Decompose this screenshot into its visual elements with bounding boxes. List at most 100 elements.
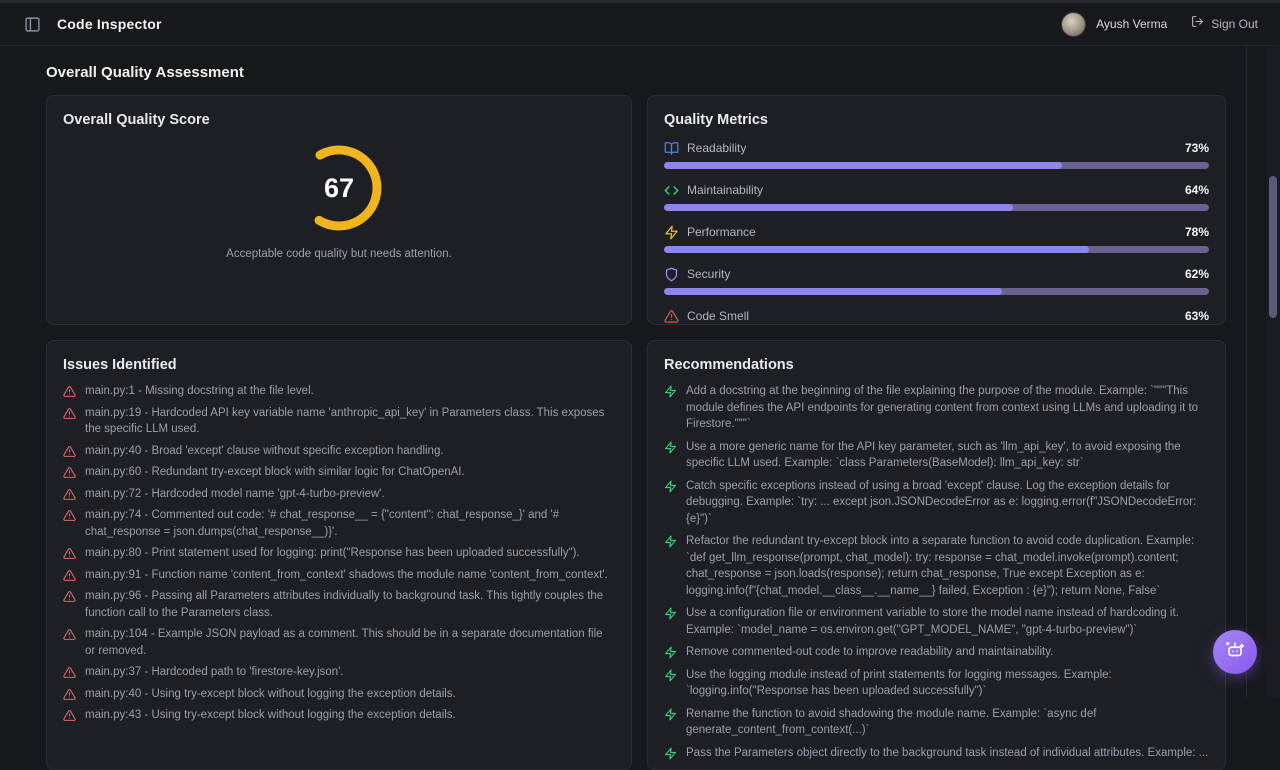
score-card-title: Overall Quality Score xyxy=(63,112,210,128)
quality-metrics-card: Quality Metrics Readability 73% xyxy=(647,95,1226,325)
app-title: Code Inspector xyxy=(57,16,162,32)
issue-text: main.py:40 - Broad 'except' clause witho… xyxy=(85,444,444,457)
zap-icon xyxy=(664,225,679,240)
page-scrollbar-track[interactable] xyxy=(1267,46,1280,698)
metric-row: Readability 73% xyxy=(664,140,1209,169)
zap-icon xyxy=(664,747,677,760)
alert-triangle-icon xyxy=(664,309,679,324)
gauge-svg xyxy=(296,145,382,231)
navbar: Code Inspector Ayush Verma Sign Out xyxy=(0,3,1280,46)
alert-triangle-icon xyxy=(63,569,76,582)
recommendation-text: Use the logging module instead of print … xyxy=(686,668,1112,698)
metric-row: Maintainability 64% xyxy=(664,182,1209,211)
issue-item: main.py:80 - Print statement used for lo… xyxy=(63,545,615,562)
issue-text: main.py:19 - Hardcoded API key variable … xyxy=(85,406,605,436)
metric-row: Performance 78% xyxy=(664,224,1209,253)
alert-triangle-icon xyxy=(63,385,76,398)
issue-text: main.py:74 - Commented out code: '# chat… xyxy=(85,509,560,538)
alert-triangle-icon xyxy=(63,407,76,420)
overall-quality-score-card: Overall Quality Score 67 Acceptable code… xyxy=(46,95,632,325)
issue-item: main.py:60 - Redundant try-except block … xyxy=(63,464,615,481)
issue-item: main.py:40 - Broad 'except' clause witho… xyxy=(63,443,615,460)
metric-bar-track xyxy=(664,204,1209,211)
assistant-fab-button[interactable] xyxy=(1213,630,1257,674)
issue-item: main.py:37 - Hardcoded path to 'firestor… xyxy=(63,664,615,681)
issue-item: main.py:72 - Hardcoded model name 'gpt-4… xyxy=(63,486,615,503)
recommendation-item: Pass the Parameters object directly to t… xyxy=(664,745,1209,762)
zap-icon xyxy=(664,385,677,398)
zap-icon xyxy=(664,646,677,659)
recommendations-card: Recommendations Add a docstring at the b… xyxy=(647,340,1226,770)
zap-icon xyxy=(664,535,677,548)
recommendation-text: Catch specific exceptions instead of usi… xyxy=(686,479,1197,525)
recommendation-item: Use the logging module instead of print … xyxy=(664,667,1209,700)
metric-bar-track xyxy=(664,246,1209,253)
metric-row: Security 62% xyxy=(664,266,1209,295)
metric-percent: 62% xyxy=(1184,267,1209,281)
issue-item: main.py:91 - Function name 'content_from… xyxy=(63,567,615,584)
issue-item: main.py:43 - Using try-except block with… xyxy=(63,707,615,724)
recommendation-text: Rename the function to avoid shadowing t… xyxy=(686,707,1097,737)
zap-icon xyxy=(664,480,677,493)
issue-text: main.py:80 - Print statement used for lo… xyxy=(85,547,580,559)
quality-score-gauge: 67 xyxy=(293,142,385,234)
metric-percent: 78% xyxy=(1184,225,1209,239)
recommendation-text: Add a docstring at the beginning of the … xyxy=(686,385,1199,430)
score-gauge-arc xyxy=(296,145,382,231)
zap-icon xyxy=(664,708,677,721)
user-name: Ayush Verma xyxy=(1096,17,1168,31)
recommendation-text: Use a more generic name for the API key … xyxy=(686,440,1181,470)
recommendation-text: Pass the Parameters object directly to t… xyxy=(686,746,1209,759)
recommendation-text: Remove commented-out code to improve rea… xyxy=(686,646,1054,658)
metric-list: Readability 73% Maintainability 64% xyxy=(664,140,1209,324)
alert-triangle-icon xyxy=(63,509,76,522)
issue-text: main.py:104 - Example JSON payload as a … xyxy=(85,628,603,657)
user-avatar[interactable] xyxy=(1061,11,1087,37)
score-value: 67 xyxy=(323,172,355,203)
metric-label: Readability xyxy=(687,141,747,155)
metrics-card-title: Quality Metrics xyxy=(664,112,768,128)
recommendations-card-title: Recommendations xyxy=(664,357,794,373)
issues-card-title: Issues Identified xyxy=(63,357,177,373)
recommendation-item: Catch specific exceptions instead of usi… xyxy=(664,478,1209,528)
alert-triangle-icon xyxy=(63,688,76,701)
issue-item: main.py:104 - Example JSON payload as a … xyxy=(63,626,615,659)
metric-label: Security xyxy=(687,267,731,281)
alert-triangle-icon xyxy=(63,590,76,603)
sidebar-toggle-icon[interactable] xyxy=(24,16,41,33)
metric-label: Performance xyxy=(687,225,756,239)
issue-item: main.py:74 - Commented out code: '# chat… xyxy=(63,507,615,540)
alert-triangle-icon xyxy=(63,488,76,501)
page-scrollbar-thumb[interactable] xyxy=(1269,176,1277,318)
metric-percent: 63% xyxy=(1184,309,1209,323)
metric-label: Maintainability xyxy=(687,183,764,197)
alert-triangle-icon xyxy=(63,666,76,679)
sign-out-button[interactable]: Sign Out xyxy=(1191,15,1258,33)
alert-triangle-icon xyxy=(63,445,76,458)
issue-text: main.py:60 - Redundant try-except block … xyxy=(85,466,465,478)
metric-bar-fill xyxy=(664,246,1090,253)
issue-item: main.py:96 - Passing all Parameters attr… xyxy=(63,588,615,621)
metric-bar-track xyxy=(664,162,1209,169)
recommendation-item: Rename the function to avoid shadowing t… xyxy=(664,706,1209,739)
zap-icon xyxy=(664,607,677,620)
section-title: Overall Quality Assessment xyxy=(46,64,244,81)
issue-text: main.py:40 - Using try-except block with… xyxy=(85,687,456,700)
issue-text: main.py:72 - Hardcoded model name 'gpt-4… xyxy=(85,487,385,500)
zap-icon xyxy=(664,441,677,454)
shield-icon xyxy=(664,267,679,282)
recommendation-item: Use a configuration file or environment … xyxy=(664,605,1209,638)
sign-out-label: Sign Out xyxy=(1211,17,1258,31)
issue-item: main.py:19 - Hardcoded API key variable … xyxy=(63,405,615,438)
window-top-strip xyxy=(0,0,1280,3)
metric-bar-track xyxy=(664,288,1209,295)
recommendations-list: Add a docstring at the beginning of the … xyxy=(664,383,1209,761)
issue-text: main.py:1 - Missing docstring at the fil… xyxy=(85,385,314,397)
book-open-icon xyxy=(664,141,679,156)
logout-icon xyxy=(1191,15,1204,33)
metric-percent: 64% xyxy=(1184,183,1209,197)
score-caption: Acceptable code quality but needs attent… xyxy=(226,248,452,260)
metric-percent: 73% xyxy=(1184,141,1209,155)
recommendation-text: Use a configuration file or environment … xyxy=(686,607,1179,636)
content-right-border xyxy=(1246,46,1247,698)
